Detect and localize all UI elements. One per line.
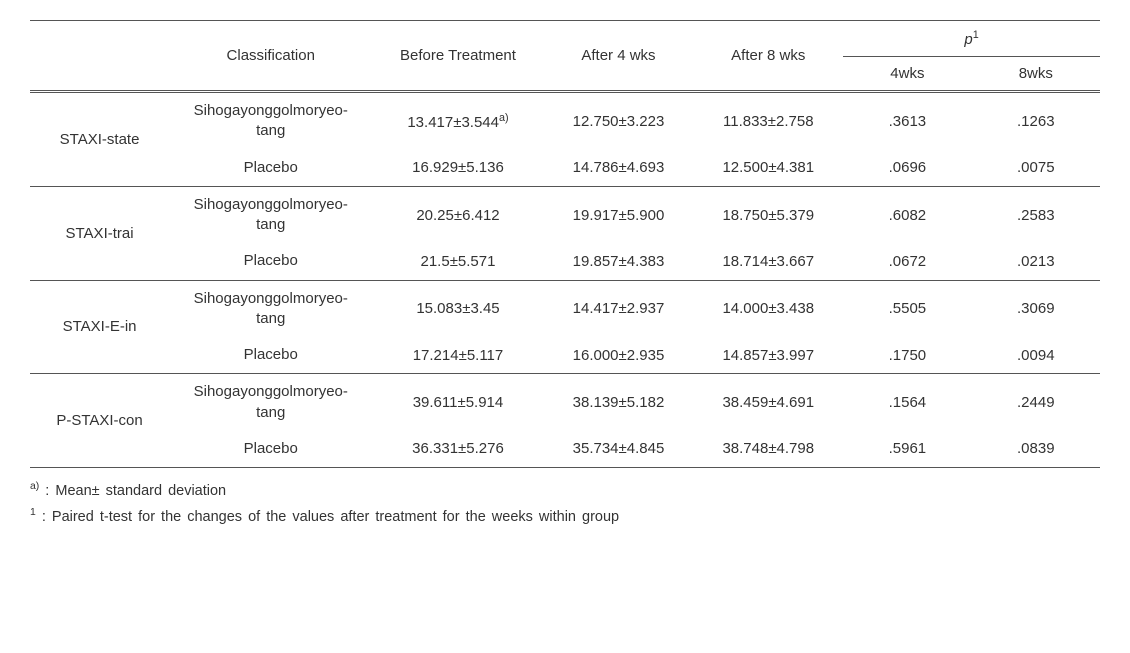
p4-cell: .0672 xyxy=(843,243,971,280)
table-row: Placebo16.929±5.13614.786±4.69312.500±4.… xyxy=(30,150,1100,187)
col-p4: 4wks xyxy=(843,57,971,92)
col-p8: 8wks xyxy=(972,57,1100,92)
group-label: P-STAXI-con xyxy=(30,374,169,468)
col-p-group: p1 xyxy=(843,21,1100,57)
p8-cell: .0839 xyxy=(972,431,1100,468)
col-before: Before Treatment xyxy=(372,21,543,92)
before-cell: 20.25±6.412 xyxy=(372,186,543,243)
after4-cell: 35.734±4.845 xyxy=(544,431,694,468)
footnote-1: 1 : Paired t-test for the changes of the… xyxy=(30,504,1100,530)
p-label: p xyxy=(964,31,972,48)
p8-cell: .0075 xyxy=(972,150,1100,187)
p-sup: 1 xyxy=(973,29,979,41)
after8-cell: 18.750±5.379 xyxy=(693,186,843,243)
col-after8: After 8 wks xyxy=(693,21,843,92)
after4-cell: 19.917±5.900 xyxy=(544,186,694,243)
data-table: Classification Before Treatment After 4 … xyxy=(30,20,1100,468)
classification-cell: Sihogayonggolmoryeo-tang xyxy=(169,92,372,150)
after4-cell: 16.000±2.935 xyxy=(544,337,694,374)
after8-cell: 11.833±2.758 xyxy=(693,92,843,150)
table-row: P-STAXI-conSihogayonggolmoryeo-tang39.61… xyxy=(30,374,1100,431)
after4-cell: 19.857±4.383 xyxy=(544,243,694,280)
table-row: STAXI-traiSihogayonggolmoryeo-tang20.25±… xyxy=(30,186,1100,243)
p4-cell: .6082 xyxy=(843,186,971,243)
after4-cell: 14.417±2.937 xyxy=(544,280,694,337)
before-cell: 15.083±3.45 xyxy=(372,280,543,337)
footnote-a-sup: a) xyxy=(30,481,39,492)
p8-cell: .0094 xyxy=(972,337,1100,374)
group-label: STAXI-trai xyxy=(30,186,169,280)
p4-cell: .1564 xyxy=(843,374,971,431)
footnotes: a) : Mean± standard deviation 1 : Paired… xyxy=(30,478,1100,530)
after8-cell: 38.459±4.691 xyxy=(693,374,843,431)
before-cell: 17.214±5.117 xyxy=(372,337,543,374)
footnote-a-text: : Mean± standard deviation xyxy=(39,483,226,499)
col-after4: After 4 wks xyxy=(544,21,694,92)
p8-cell: .1263 xyxy=(972,92,1100,150)
before-cell: 36.331±5.276 xyxy=(372,431,543,468)
p8-cell: .2583 xyxy=(972,186,1100,243)
p4-cell: .0696 xyxy=(843,150,971,187)
after8-cell: 14.857±3.997 xyxy=(693,337,843,374)
p4-cell: .5505 xyxy=(843,280,971,337)
classification-cell: Sihogayonggolmoryeo-tang xyxy=(169,374,372,431)
classification-cell: Placebo xyxy=(169,150,372,187)
p8-cell: .3069 xyxy=(972,280,1100,337)
table-row: Placebo21.5±5.57119.857±4.38318.714±3.66… xyxy=(30,243,1100,280)
table-row: STAXI-E-inSihogayonggolmoryeo-tang15.083… xyxy=(30,280,1100,337)
classification-cell: Sihogayonggolmoryeo-tang xyxy=(169,280,372,337)
classification-cell: Placebo xyxy=(169,431,372,468)
classification-cell: Placebo xyxy=(169,243,372,280)
after8-cell: 18.714±3.667 xyxy=(693,243,843,280)
p4-cell: .1750 xyxy=(843,337,971,374)
after4-cell: 38.139±5.182 xyxy=(544,374,694,431)
classification-cell: Placebo xyxy=(169,337,372,374)
footnote-a: a) : Mean± standard deviation xyxy=(30,478,1100,504)
after8-cell: 38.748±4.798 xyxy=(693,431,843,468)
table-row: STAXI-stateSihogayonggolmoryeo-tang13.41… xyxy=(30,92,1100,150)
table-row: Placebo36.331±5.27635.734±4.84538.748±4.… xyxy=(30,431,1100,468)
table-row: Placebo17.214±5.11716.000±2.93514.857±3.… xyxy=(30,337,1100,374)
classification-cell: Sihogayonggolmoryeo-tang xyxy=(169,186,372,243)
before-cell: 39.611±5.914 xyxy=(372,374,543,431)
table-body: STAXI-stateSihogayonggolmoryeo-tang13.41… xyxy=(30,92,1100,468)
p8-cell: .0213 xyxy=(972,243,1100,280)
before-cell: 13.417±3.544a) xyxy=(372,92,543,150)
footnote-1-text: : Paired t-test for the changes of the v… xyxy=(36,509,619,525)
p4-cell: .3613 xyxy=(843,92,971,150)
after4-cell: 12.750±3.223 xyxy=(544,92,694,150)
group-label: STAXI-E-in xyxy=(30,280,169,374)
before-cell: 16.929±5.136 xyxy=(372,150,543,187)
table-head: Classification Before Treatment After 4 … xyxy=(30,21,1100,92)
after8-cell: 12.500±4.381 xyxy=(693,150,843,187)
p8-cell: .2449 xyxy=(972,374,1100,431)
before-cell: 21.5±5.571 xyxy=(372,243,543,280)
group-label: STAXI-state xyxy=(30,92,169,187)
after8-cell: 14.000±3.438 xyxy=(693,280,843,337)
after4-cell: 14.786±4.693 xyxy=(544,150,694,187)
p4-cell: .5961 xyxy=(843,431,971,468)
col-classification: Classification xyxy=(169,21,372,92)
